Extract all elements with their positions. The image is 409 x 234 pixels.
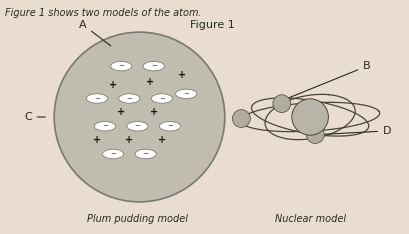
Ellipse shape xyxy=(306,126,324,143)
Ellipse shape xyxy=(127,121,148,131)
Text: +: + xyxy=(109,80,117,90)
Text: +: + xyxy=(117,107,125,117)
Text: +: + xyxy=(146,77,154,87)
Ellipse shape xyxy=(86,94,108,103)
Ellipse shape xyxy=(94,121,115,131)
Text: Figure 1: Figure 1 xyxy=(190,20,235,30)
Text: Plum pudding model: Plum pudding model xyxy=(87,214,188,224)
Text: −: − xyxy=(118,63,124,69)
Text: +: + xyxy=(158,135,166,145)
Text: Nuclear model: Nuclear model xyxy=(274,214,346,224)
Text: +: + xyxy=(125,135,133,145)
Text: Figure 1 shows two models of the atom.: Figure 1 shows two models of the atom. xyxy=(5,8,202,18)
Ellipse shape xyxy=(292,99,328,135)
Ellipse shape xyxy=(175,89,197,99)
Text: +: + xyxy=(93,135,101,145)
Text: −: − xyxy=(135,123,140,129)
Ellipse shape xyxy=(54,32,225,202)
Ellipse shape xyxy=(232,110,250,128)
Ellipse shape xyxy=(135,149,156,159)
Ellipse shape xyxy=(119,94,140,103)
Text: −: − xyxy=(94,95,100,102)
Ellipse shape xyxy=(151,94,173,103)
Text: C: C xyxy=(24,112,45,122)
Text: +: + xyxy=(178,70,186,80)
Text: −: − xyxy=(126,95,132,102)
Ellipse shape xyxy=(273,95,291,113)
Text: −: − xyxy=(167,123,173,129)
Text: D: D xyxy=(322,126,391,136)
Text: A: A xyxy=(79,19,111,46)
Text: −: − xyxy=(151,63,157,69)
Ellipse shape xyxy=(103,149,124,159)
Text: −: − xyxy=(159,95,165,102)
Text: −: − xyxy=(110,151,116,157)
Text: B: B xyxy=(288,61,371,98)
Text: −: − xyxy=(183,91,189,97)
Ellipse shape xyxy=(143,61,164,71)
Text: +: + xyxy=(150,107,158,117)
Text: −: − xyxy=(102,123,108,129)
Ellipse shape xyxy=(160,121,180,131)
Ellipse shape xyxy=(111,61,132,71)
Text: −: − xyxy=(143,151,148,157)
